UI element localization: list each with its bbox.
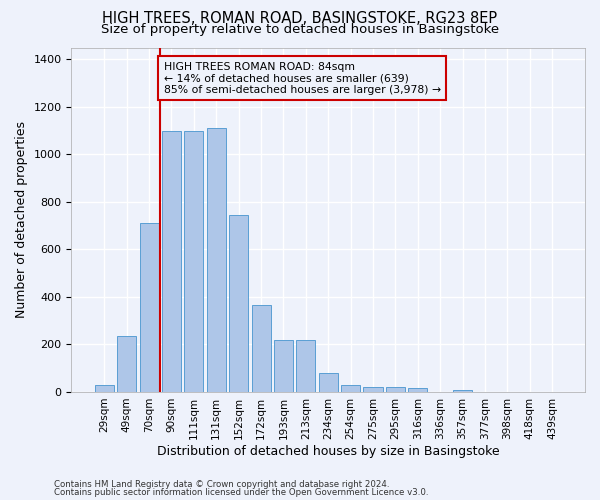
Bar — [140, 224, 158, 392]
Bar — [386, 387, 405, 392]
Bar — [251, 305, 271, 392]
Text: Size of property relative to detached houses in Basingstoke: Size of property relative to detached ho… — [101, 22, 499, 36]
Bar — [408, 388, 427, 392]
Text: HIGH TREES, ROMAN ROAD, BASINGSTOKE, RG23 8EP: HIGH TREES, ROMAN ROAD, BASINGSTOKE, RG2… — [103, 11, 497, 26]
Bar — [296, 340, 316, 392]
X-axis label: Distribution of detached houses by size in Basingstoke: Distribution of detached houses by size … — [157, 444, 500, 458]
Bar — [117, 336, 136, 392]
Bar — [184, 130, 203, 392]
Text: HIGH TREES ROMAN ROAD: 84sqm
← 14% of detached houses are smaller (639)
85% of s: HIGH TREES ROMAN ROAD: 84sqm ← 14% of de… — [164, 62, 441, 95]
Bar — [319, 373, 338, 392]
Bar — [341, 385, 360, 392]
Y-axis label: Number of detached properties: Number of detached properties — [15, 121, 28, 318]
Bar — [162, 130, 181, 392]
Text: Contains HM Land Registry data © Crown copyright and database right 2024.: Contains HM Land Registry data © Crown c… — [54, 480, 389, 489]
Bar — [95, 385, 114, 392]
Bar — [453, 390, 472, 392]
Bar — [229, 215, 248, 392]
Bar — [207, 128, 226, 392]
Bar — [274, 340, 293, 392]
Bar — [364, 387, 383, 392]
Text: Contains public sector information licensed under the Open Government Licence v3: Contains public sector information licen… — [54, 488, 428, 497]
